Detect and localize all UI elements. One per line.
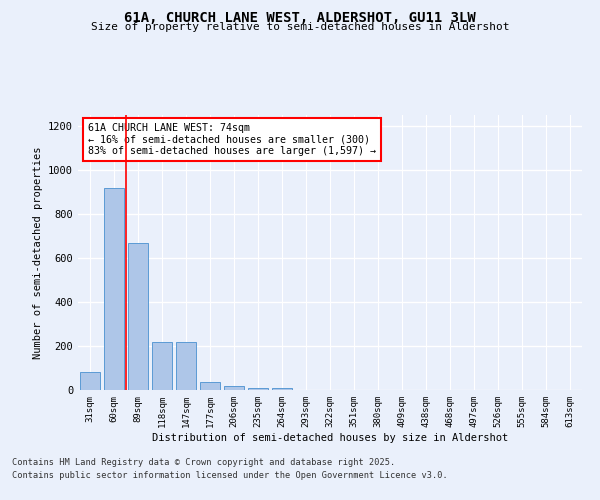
Bar — [128, 242, 148, 390]
Text: Contains HM Land Registry data © Crown copyright and database right 2025.: Contains HM Land Registry data © Crown c… — [12, 458, 395, 467]
Text: Contains public sector information licensed under the Open Government Licence v3: Contains public sector information licen… — [12, 470, 448, 480]
X-axis label: Distribution of semi-detached houses by size in Aldershot: Distribution of semi-detached houses by … — [152, 432, 508, 442]
Text: 61A, CHURCH LANE WEST, ALDERSHOT, GU11 3LW: 61A, CHURCH LANE WEST, ALDERSHOT, GU11 3… — [124, 10, 476, 24]
Bar — [104, 188, 124, 390]
Bar — [224, 386, 244, 390]
Bar — [248, 388, 268, 390]
Bar — [200, 382, 220, 390]
Text: 61A CHURCH LANE WEST: 74sqm
← 16% of semi-detached houses are smaller (300)
83% : 61A CHURCH LANE WEST: 74sqm ← 16% of sem… — [88, 123, 376, 156]
Bar — [272, 388, 292, 390]
Bar — [152, 342, 172, 390]
Bar — [80, 372, 100, 390]
Bar — [176, 342, 196, 390]
Y-axis label: Number of semi-detached properties: Number of semi-detached properties — [32, 146, 43, 359]
Text: Size of property relative to semi-detached houses in Aldershot: Size of property relative to semi-detach… — [91, 22, 509, 32]
